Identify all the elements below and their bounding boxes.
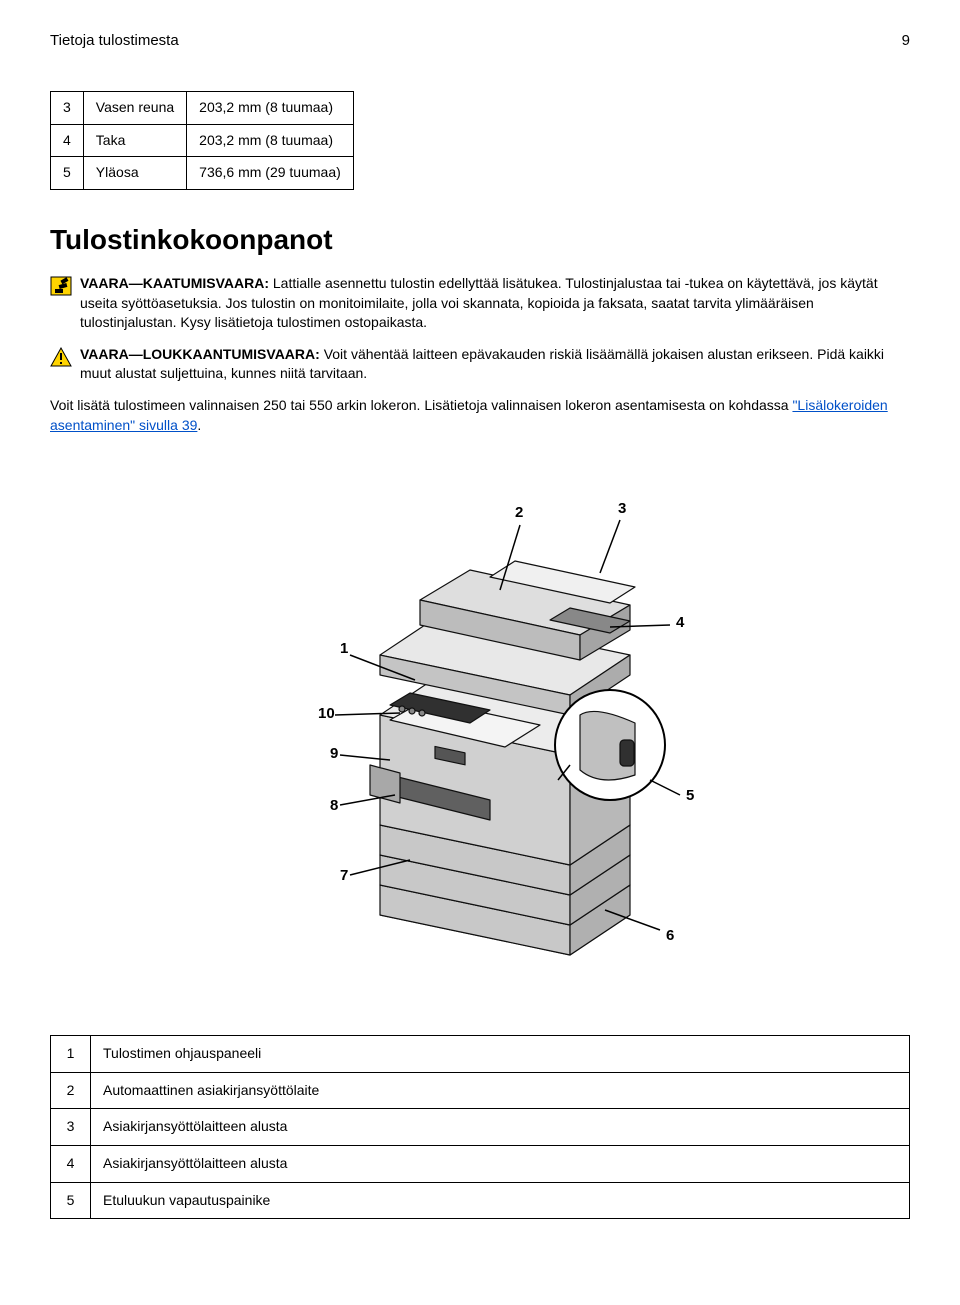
table-cell: Etuluukun vapautuspainike xyxy=(91,1182,910,1219)
table-row: 2 Automaattinen asiakirjansyöttölaite xyxy=(51,1072,910,1109)
table-cell: Taka xyxy=(83,124,186,157)
printer-diagram: 1 2 3 4 5 6 7 8 9 10 xyxy=(50,455,910,995)
header-title: Tietoja tulostimesta xyxy=(50,30,179,51)
table-cell: Asiakirjansyöttölaitteen alusta xyxy=(91,1145,910,1182)
body-text: Voit lisätä tulostimeen valinnaisen 250 … xyxy=(50,397,792,413)
table-cell: Automaattinen asiakirjansyöttölaite xyxy=(91,1072,910,1109)
table-row: 5 Yläosa 736,6 mm (29 tuumaa) xyxy=(51,157,354,190)
dimensions-table: 3 Vasen reuna 203,2 mm (8 tuumaa) 4 Taka… xyxy=(50,91,354,190)
body-text: . xyxy=(197,417,201,433)
table-cell: 203,2 mm (8 tuumaa) xyxy=(187,124,354,157)
table-cell: 5 xyxy=(51,157,84,190)
table-row: 3 Asiakirjansyöttölaitteen alusta xyxy=(51,1109,910,1146)
body-paragraph: Voit lisätä tulostimeen valinnaisen 250 … xyxy=(50,396,910,435)
callout-8: 8 xyxy=(330,797,338,814)
table-cell: 3 xyxy=(51,92,84,125)
callout-2: 2 xyxy=(515,504,523,521)
warning-injury: VAARA—LOUKKAANTUMISVAARA: Voit vähentää … xyxy=(50,345,910,384)
section-title: Tulostinkokoonpanot xyxy=(50,220,910,259)
warning-bold: VAARA—LOUKKAANTUMISVAARA: xyxy=(80,346,320,362)
table-cell: 736,6 mm (29 tuumaa) xyxy=(187,157,354,190)
caution-icon xyxy=(50,347,72,367)
warning-tipover: VAARA—KAATUMISVAARA: Lattialle asennettu… xyxy=(50,274,910,333)
tipover-hazard-icon xyxy=(50,276,72,296)
table-cell: 4 xyxy=(51,1145,91,1182)
callout-10: 10 xyxy=(318,705,335,722)
printer-diagram-svg: 1 2 3 4 5 6 7 8 9 10 xyxy=(240,455,720,995)
page-header: Tietoja tulostimesta 9 xyxy=(50,30,910,51)
callout-5: 5 xyxy=(686,787,694,804)
table-cell: 5 xyxy=(51,1182,91,1219)
table-cell: Yläosa xyxy=(83,157,186,190)
callout-9: 9 xyxy=(330,745,338,762)
callout-7: 7 xyxy=(340,867,348,884)
table-row: 4 Taka 203,2 mm (8 tuumaa) xyxy=(51,124,354,157)
table-cell: 4 xyxy=(51,124,84,157)
callout-3: 3 xyxy=(618,500,626,517)
callout-4: 4 xyxy=(676,614,685,631)
table-cell: 203,2 mm (8 tuumaa) xyxy=(187,92,354,125)
warning-bold: VAARA—KAATUMISVAARA: xyxy=(80,275,269,291)
warning-text: VAARA—KAATUMISVAARA: Lattialle asennettu… xyxy=(80,274,910,333)
table-cell: Tulostimen ohjauspaneeli xyxy=(91,1036,910,1073)
table-cell: 3 xyxy=(51,1109,91,1146)
table-cell: 2 xyxy=(51,1072,91,1109)
table-cell: Vasen reuna xyxy=(83,92,186,125)
table-row: 5 Etuluukun vapautuspainike xyxy=(51,1182,910,1219)
parts-table: 1 Tulostimen ohjauspaneeli 2 Automaattin… xyxy=(50,1035,910,1219)
warning-text: VAARA—LOUKKAANTUMISVAARA: Voit vähentää … xyxy=(80,345,910,384)
header-page-number: 9 xyxy=(902,30,910,51)
table-row: 3 Vasen reuna 203,2 mm (8 tuumaa) xyxy=(51,92,354,125)
table-cell: Asiakirjansyöttölaitteen alusta xyxy=(91,1109,910,1146)
callout-6: 6 xyxy=(666,927,674,944)
callout-1: 1 xyxy=(340,640,348,657)
table-row: 1 Tulostimen ohjauspaneeli xyxy=(51,1036,910,1073)
table-cell: 1 xyxy=(51,1036,91,1073)
table-row: 4 Asiakirjansyöttölaitteen alusta xyxy=(51,1145,910,1182)
